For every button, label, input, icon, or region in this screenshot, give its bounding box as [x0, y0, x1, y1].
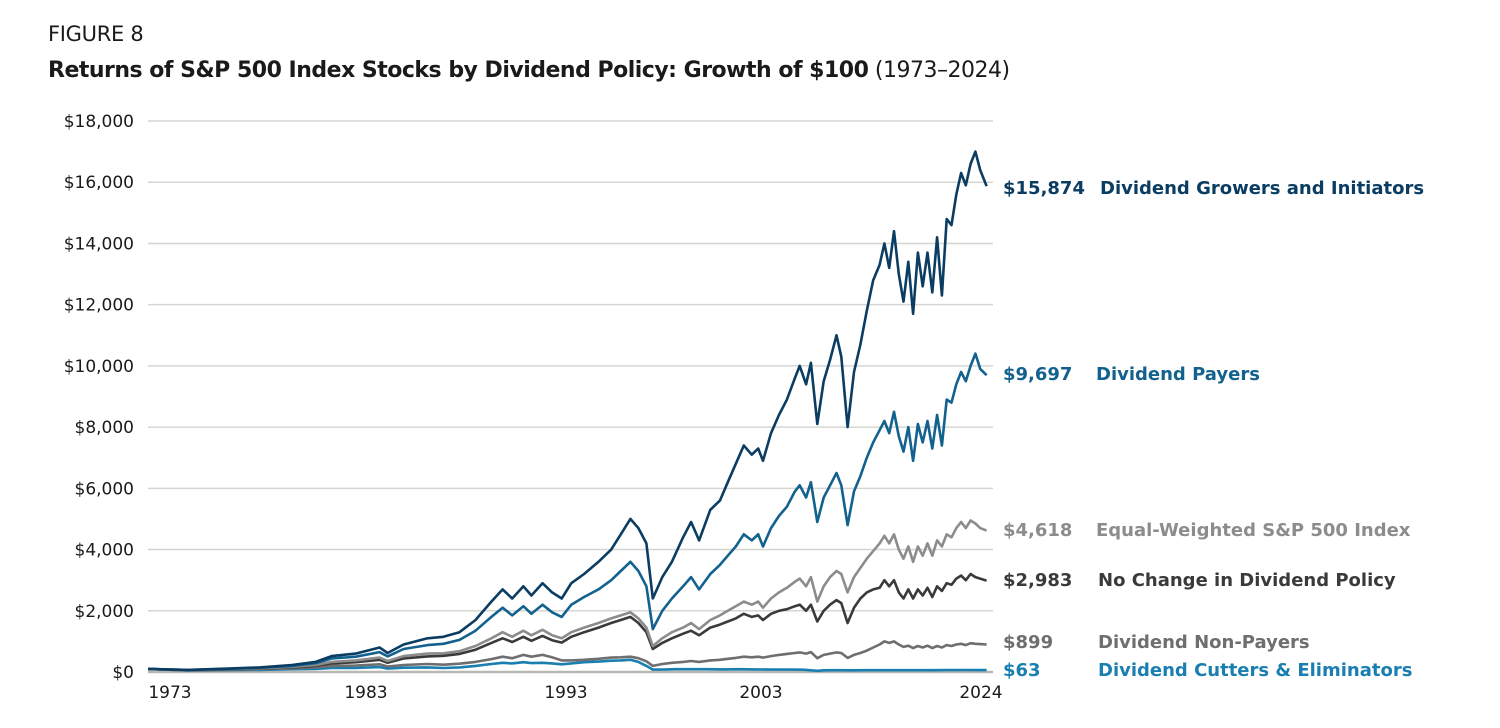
x-tick-label: 1993: [544, 683, 587, 703]
series-name-label: Dividend Payers: [1096, 364, 1260, 385]
y-axis-ticks: $0 $2,000 $4,000 $6,000 $8,000 $10,000 $12,000…: [64, 112, 134, 683]
series-lines: [147, 150, 988, 673]
y-tick-label: $8,000: [75, 418, 134, 438]
series-end-value: $63: [1003, 660, 1041, 681]
x-tick-label: 1973: [148, 683, 191, 703]
chart-title: Returns of S&P 500 Index Stocks by Divid…: [48, 58, 1010, 83]
series-name-label: Dividend Cutters & Eliminators: [1098, 660, 1412, 681]
series-name-label: Equal-Weighted S&P 500 Index: [1096, 520, 1411, 541]
series-name-label: Dividend Non-Payers: [1098, 632, 1310, 653]
y-tick-label: $16,000: [64, 173, 134, 193]
x-tick-label: 2024: [959, 683, 1002, 703]
y-tick-label: $6,000: [75, 479, 134, 499]
y-tick-label: $0: [112, 663, 134, 683]
series-name-label: No Change in Dividend Policy: [1098, 570, 1396, 591]
series-end-value: $9,697: [1003, 364, 1072, 385]
series-end-value: $2,983: [1003, 570, 1072, 591]
y-tick-label: $2,000: [75, 602, 134, 622]
series-line-1: [147, 352, 988, 672]
series-line-3: [147, 572, 988, 672]
x-axis-ticks: 1973 1983 1993 2003 2024: [148, 683, 1002, 703]
series-line-2: [147, 519, 988, 672]
series-end-labels: $15,874 Dividend Growers and Initiators $9…: [1003, 178, 1424, 681]
gridlines: [148, 120, 993, 674]
series-name-label: Dividend Growers and Initiators: [1100, 178, 1424, 199]
y-tick-label: $18,000: [64, 112, 134, 132]
series-end-value: $899: [1003, 632, 1053, 653]
series-line-5: [147, 658, 987, 673]
x-tick-label: 2003: [739, 683, 782, 703]
chart-title-main: Returns of S&P 500 Index Stocks by Divid…: [48, 58, 869, 83]
series-line-4: [147, 640, 987, 672]
y-tick-label: $12,000: [64, 296, 134, 316]
y-tick-label: $10,000: [64, 357, 134, 377]
series-end-value: $4,618: [1003, 520, 1072, 541]
series-end-value: $15,874: [1003, 178, 1085, 199]
chart-title-sub: (1973–2024): [868, 58, 1010, 83]
figure-label: FIGURE 8: [48, 22, 144, 46]
y-tick-label: $14,000: [64, 234, 134, 254]
x-tick-label: 1983: [344, 683, 387, 703]
y-tick-label: $4,000: [75, 541, 134, 561]
series-line-0: [147, 150, 988, 672]
